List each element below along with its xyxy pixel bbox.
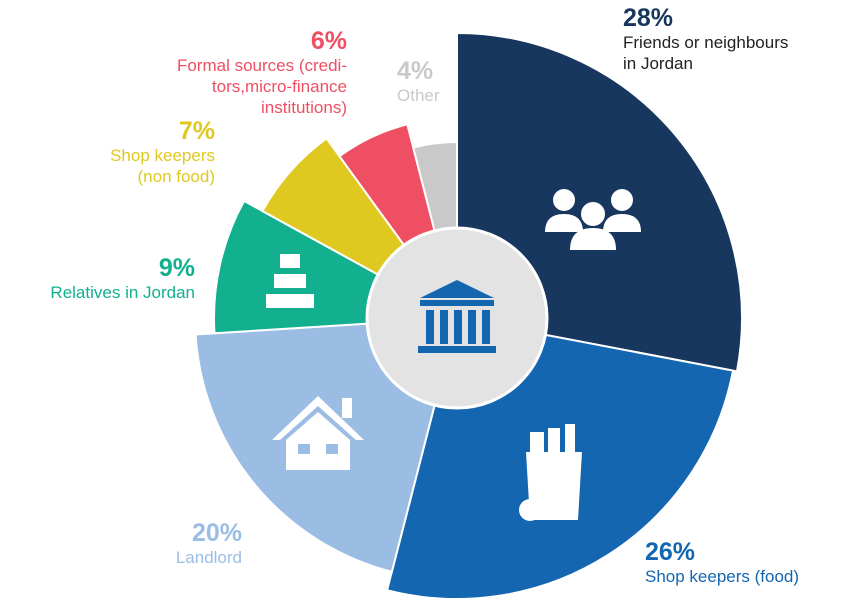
percent-label: 20% <box>191 519 242 547</box>
category-label: Other <box>397 86 440 105</box>
bank-icon <box>418 280 496 353</box>
slice-label: 7% Shop keepers (non food) <box>110 117 215 187</box>
percent-label: 6% <box>310 27 347 55</box>
slice-label: 26% Shop keepers (food) <box>645 538 799 587</box>
grocery-icon <box>519 424 582 521</box>
relatives-icon <box>266 254 314 308</box>
people-icon <box>545 189 641 250</box>
percent-label: 9% <box>158 254 195 282</box>
category-label: Relatives in Jordan <box>50 283 195 302</box>
category-label: Shop keepers (non food) <box>110 146 215 186</box>
slice-label: 20% Landlord <box>176 519 242 568</box>
category-label: Landlord <box>175 548 242 567</box>
slice-label: 9% Relatives in Jordan <box>50 254 195 303</box>
house-icon <box>272 396 364 470</box>
slice-label: 4% Other <box>397 57 440 106</box>
category-label: Formal sources (credi- tors,micro-financ… <box>176 56 347 117</box>
percent-label: 7% <box>178 117 215 145</box>
slice-label: 28% Friends or neighbours in Jordan <box>623 4 788 74</box>
percent-label: 4% <box>397 57 434 85</box>
category-label: Friends or neighbours in Jordan <box>623 33 789 73</box>
slice-label: 6% Formal sources (credi- tors,micro-fina… <box>177 27 347 118</box>
percent-label: 26% <box>645 538 696 566</box>
percent-label: 28% <box>623 4 674 32</box>
category-label: Shop keepers (food) <box>645 567 800 586</box>
